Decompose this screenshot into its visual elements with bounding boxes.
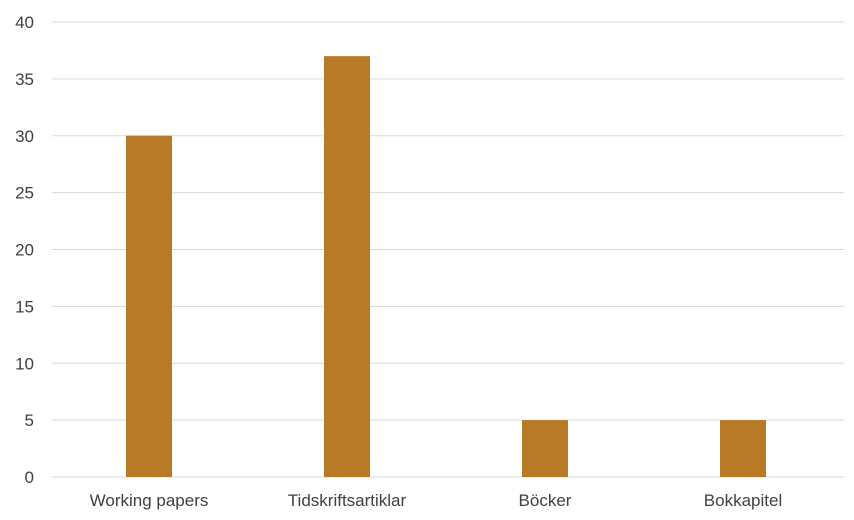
x-tick-label: Tidskriftsartiklar: [288, 491, 407, 510]
bar: [126, 135, 172, 477]
bar: [720, 420, 766, 477]
x-tick-label: Böcker: [519, 491, 572, 510]
y-tick-label: 30: [15, 127, 34, 146]
y-axis-tick-labels: 0 5 10 15 20 25 30 35 40: [15, 13, 34, 487]
y-tick-label: 15: [15, 297, 34, 316]
bar: [324, 56, 370, 477]
y-tick-label: 35: [15, 70, 34, 89]
y-tick-label: 40: [15, 13, 34, 32]
x-tick-label: Bokkapitel: [704, 491, 782, 510]
bars: [126, 56, 766, 477]
y-tick-label: 5: [25, 411, 34, 430]
y-tick-label: 25: [15, 184, 34, 203]
y-tick-label: 10: [15, 354, 34, 373]
x-axis-category-labels: Working papers Tidskriftsartiklar Böcker Bo…: [90, 491, 783, 510]
gridlines: [52, 21, 844, 478]
y-tick-label: 20: [15, 241, 34, 260]
y-tick-label: 0: [25, 468, 34, 487]
bar: [522, 420, 568, 477]
x-tick-label: Working papers: [90, 491, 209, 510]
